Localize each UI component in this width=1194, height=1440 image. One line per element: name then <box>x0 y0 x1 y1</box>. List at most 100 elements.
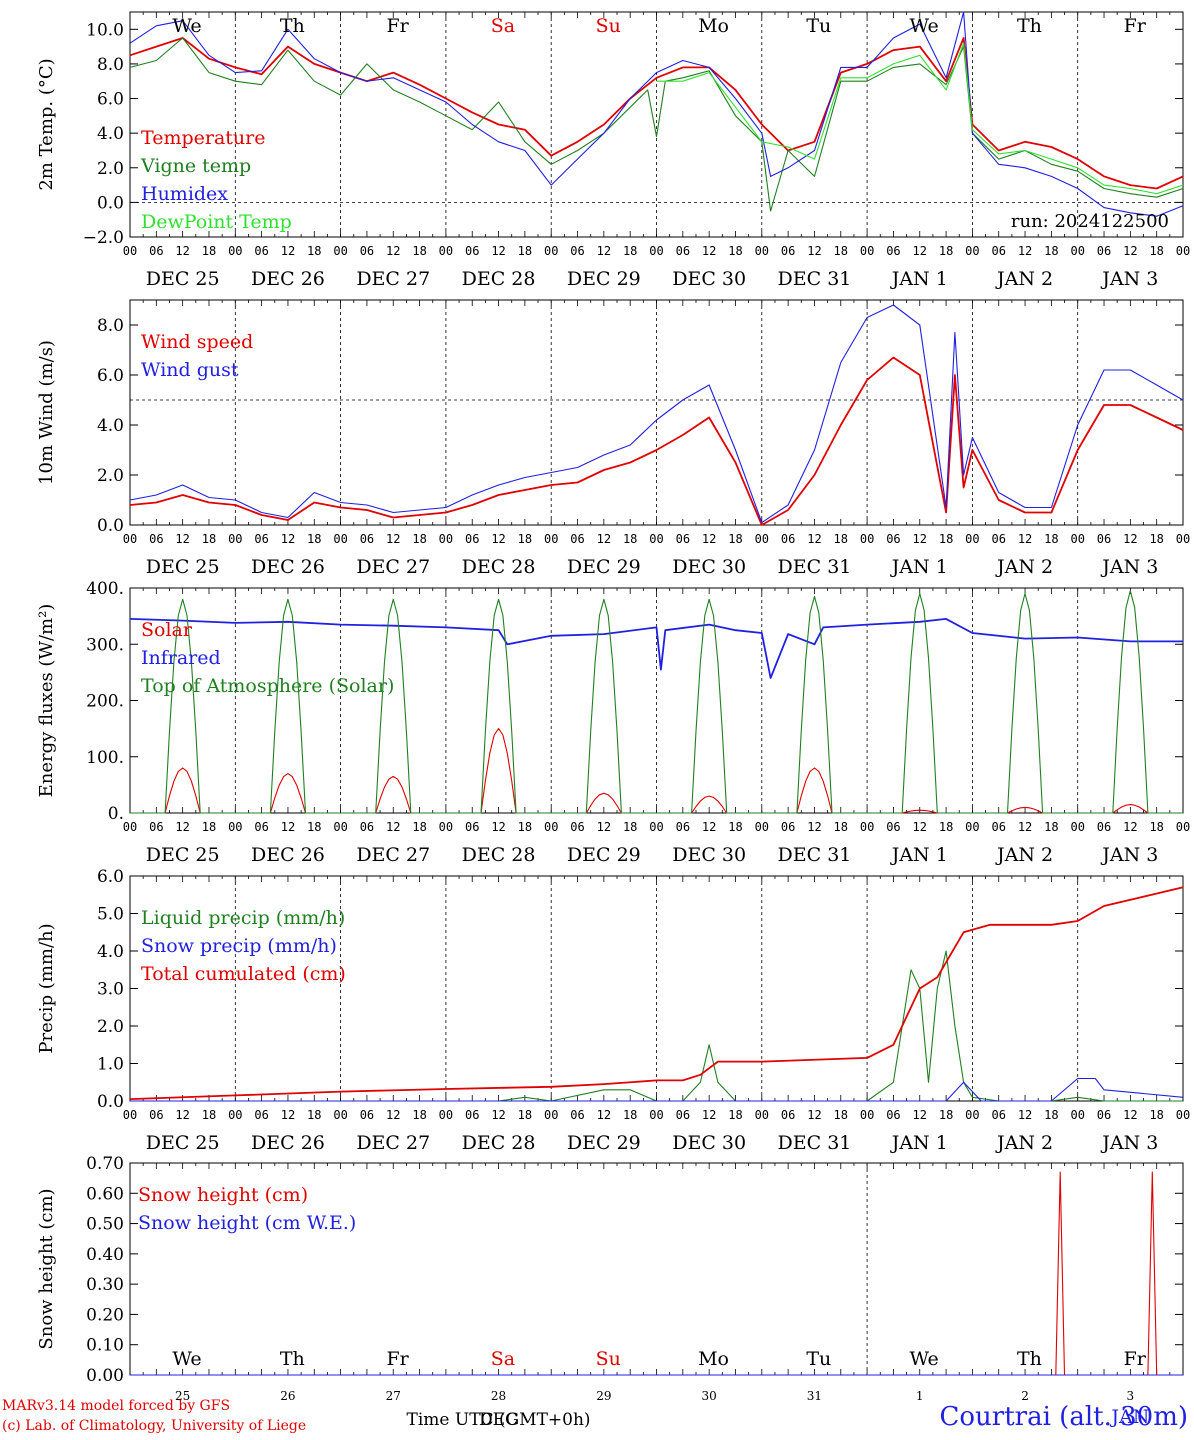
hour-tick-label: 18 <box>1044 532 1058 546</box>
series-line <box>656 42 1184 195</box>
hour-tick-label: 18 <box>307 820 321 834</box>
hour-tick-label: 12 <box>491 532 505 546</box>
hour-tick-label: 18 <box>939 820 953 834</box>
hour-tick-label: 12 <box>702 1108 716 1122</box>
y-tick-label: 0.40 <box>86 1245 124 1265</box>
x-axis-label: Time UTC (GMT+0h) <box>407 1410 591 1430</box>
y-tick-label: −2.0 <box>83 228 124 248</box>
date-label: DEC 30 <box>672 1132 746 1154</box>
legend-entry: DewPoint Temp <box>141 211 292 233</box>
legend-entry: Snow height (cm W.E.) <box>138 1212 356 1234</box>
hour-tick-label: 00 <box>1070 1108 1084 1122</box>
date-label: JAN 2 <box>995 844 1053 866</box>
hour-tick-label: 00 <box>1070 532 1084 546</box>
hour-tick-label: 18 <box>1149 244 1163 258</box>
hour-tick-label: 06 <box>570 820 584 834</box>
legend-entry: Wind gust <box>141 359 239 381</box>
hour-tick-label: 12 <box>597 1108 611 1122</box>
hour-tick-label: 00 <box>965 1108 979 1122</box>
hour-tick-label: 00 <box>965 820 979 834</box>
legend-entry: Vigne temp <box>140 155 251 177</box>
y-tick-label: 0.10 <box>86 1336 124 1356</box>
run-label: run: 2024122500 <box>1011 211 1169 232</box>
hour-tick-label: 00 <box>1176 1108 1190 1122</box>
hour-tick-label: 12 <box>807 244 821 258</box>
hour-tick-label: 06 <box>781 532 795 546</box>
hour-tick-label: 00 <box>228 1108 242 1122</box>
hour-tick-label: 00 <box>333 532 347 546</box>
date-label: DEC 26 <box>251 268 325 290</box>
hour-tick-label: 00 <box>333 1108 347 1122</box>
hour-tick-label: 06 <box>886 244 900 258</box>
date-label: DEC 31 <box>778 556 852 578</box>
day-number-label: 30 <box>702 1389 717 1403</box>
weekday-label: Fr <box>387 1348 410 1370</box>
y-tick-label: 2.0 <box>97 1017 124 1037</box>
day-number-label: 27 <box>386 1389 401 1403</box>
date-label: DEC 27 <box>356 1132 430 1154</box>
hour-tick-label: 18 <box>412 820 426 834</box>
series-line <box>129 37 1184 212</box>
hour-tick-label: 12 <box>597 244 611 258</box>
hour-tick-label: 00 <box>860 820 874 834</box>
date-label: DEC 26 <box>251 1132 325 1154</box>
hour-tick-label: 12 <box>491 244 505 258</box>
hour-tick-label: 00 <box>439 244 453 258</box>
legend-entry: Wind speed <box>141 331 253 353</box>
hour-tick-label: 18 <box>412 1108 426 1122</box>
y-tick-label: 6.0 <box>97 867 124 887</box>
hour-tick-label: 12 <box>1018 1108 1032 1122</box>
hour-tick-label: 18 <box>728 820 742 834</box>
hour-tick-label: 12 <box>281 1108 295 1122</box>
hour-tick-label: 18 <box>939 1108 953 1122</box>
hour-tick-label: 18 <box>518 532 532 546</box>
series-line <box>129 11 1184 217</box>
date-label: DEC 30 <box>672 844 746 866</box>
hour-tick-label: 06 <box>465 244 479 258</box>
y-axis-label: 2m Temp. (°C) <box>36 58 57 190</box>
weekday-label: Mo <box>698 15 729 37</box>
hour-tick-label: 18 <box>834 1108 848 1122</box>
y-tick-label: 0.50 <box>86 1215 124 1235</box>
y-tick-label: 0.0 <box>97 516 124 536</box>
model-credit-line: MARv3.14 model forced by GFS <box>2 1398 231 1414</box>
legend-entry: Liquid precip (mm/h) <box>141 907 345 929</box>
series-line <box>129 618 1183 679</box>
weekday-label: We <box>910 1348 939 1370</box>
hour-tick-label: 06 <box>781 820 795 834</box>
hour-tick-label: 00 <box>544 244 558 258</box>
hour-tick-label: 18 <box>518 1108 532 1122</box>
hour-tick-label: 18 <box>728 1108 742 1122</box>
hour-tick-label: 06 <box>991 1108 1005 1122</box>
lab-credit-line: (c) Lab. of Climatology, University of L… <box>2 1418 307 1434</box>
date-label: DEC 25 <box>146 268 220 290</box>
y-tick-label: 0.0 <box>97 1092 124 1112</box>
hour-tick-label: 06 <box>886 532 900 546</box>
weekday-label: Fr <box>1124 1348 1147 1370</box>
hour-tick-label: 12 <box>386 1108 400 1122</box>
date-label: JAN 1 <box>890 556 948 578</box>
date-label: JAN 3 <box>1100 556 1158 578</box>
series-line <box>129 304 1184 524</box>
hour-tick-label: 06 <box>570 244 584 258</box>
y-tick-label: 4.0 <box>97 416 124 436</box>
y-tick-label: 6.0 <box>97 90 124 110</box>
hour-tick-label: 12 <box>1018 532 1032 546</box>
y-tick-label: 0.70 <box>86 1154 124 1174</box>
y-tick-label: 4.0 <box>97 942 124 962</box>
legend-entry: Solar <box>141 619 193 641</box>
weekday-label: Th <box>1017 1348 1042 1370</box>
hour-tick-label: 12 <box>175 820 189 834</box>
hour-tick-label: 18 <box>623 244 637 258</box>
weekday-label: Fr <box>387 15 410 37</box>
hour-tick-label: 12 <box>702 532 716 546</box>
y-tick-label: 0.30 <box>86 1275 124 1295</box>
hour-tick-label: 18 <box>202 820 216 834</box>
hour-tick-label: 12 <box>1123 532 1137 546</box>
hour-tick-label: 18 <box>623 820 637 834</box>
panel-temperature <box>129 11 1184 238</box>
legend-entry: Total cumulated (cm) <box>141 963 346 985</box>
series-line <box>130 950 1183 1102</box>
hour-tick-label: 06 <box>676 820 690 834</box>
hour-tick-label: 00 <box>123 532 137 546</box>
